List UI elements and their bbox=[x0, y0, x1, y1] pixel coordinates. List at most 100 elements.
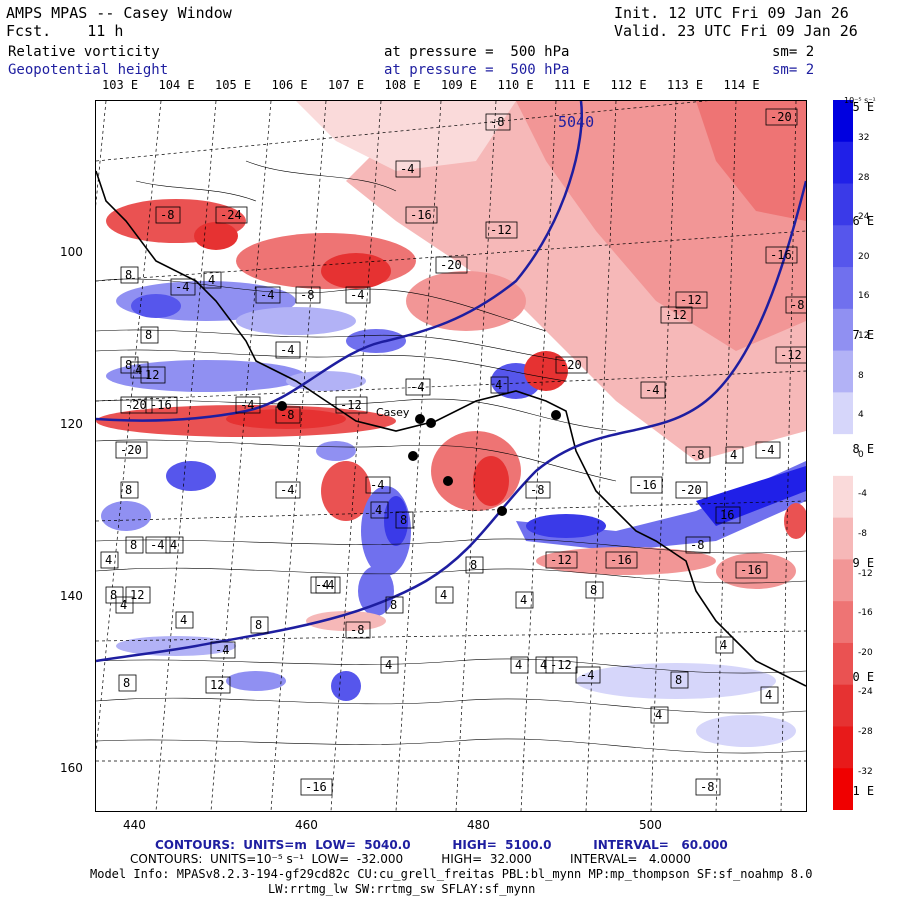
contour-label: -12 bbox=[545, 656, 578, 674]
svg-text:4: 4 bbox=[515, 658, 522, 672]
station-label-casey: Casey bbox=[376, 406, 410, 419]
contour-label: -4 bbox=[365, 476, 391, 494]
contour-label: 8 bbox=[465, 556, 484, 574]
longitude-label: 107 E bbox=[328, 78, 365, 92]
contour-label: 4 bbox=[100, 551, 119, 569]
svg-text:-12: -12 bbox=[550, 658, 572, 672]
contour-label: 4 bbox=[515, 591, 534, 609]
svg-text:-4: -4 bbox=[240, 398, 254, 412]
contour-label: 4 bbox=[510, 656, 529, 674]
footer-model-info: Model Info: MPASv8.2.3-194-gf29cd82c CU:… bbox=[90, 867, 813, 881]
contour-label: -4 bbox=[640, 381, 666, 399]
colorbar-swatch bbox=[833, 350, 853, 393]
contour-label: -20 bbox=[555, 356, 588, 374]
contour-label: 8 bbox=[105, 586, 124, 604]
station-markers bbox=[277, 401, 561, 516]
colorbar-tick: 4 bbox=[858, 410, 864, 421]
field2-level: at pressure = 500 hPa bbox=[384, 62, 570, 78]
colorbar-swatch bbox=[833, 392, 853, 435]
longitude-label: 114 E bbox=[723, 78, 760, 92]
height-contour-label: 5040 bbox=[558, 113, 594, 131]
svg-text:4: 4 bbox=[385, 658, 392, 672]
colorbar-swatch bbox=[833, 517, 853, 560]
svg-text:4: 4 bbox=[655, 708, 662, 722]
svg-text:-16: -16 bbox=[770, 248, 792, 262]
colorbar-swatch bbox=[833, 267, 853, 310]
svg-text:4: 4 bbox=[495, 378, 502, 392]
svg-text:-12: -12 bbox=[665, 308, 687, 322]
svg-text:-16: -16 bbox=[635, 478, 657, 492]
contour-label: 4 bbox=[203, 271, 222, 289]
vorticity-fills bbox=[96, 101, 806, 747]
x-axis-tick: 500 bbox=[639, 818, 662, 832]
svg-text:4: 4 bbox=[105, 553, 112, 567]
contour-label: -24 bbox=[215, 206, 248, 224]
svg-text:8: 8 bbox=[125, 358, 132, 372]
svg-text:-16: -16 bbox=[305, 780, 327, 794]
svg-text:12: 12 bbox=[210, 678, 224, 692]
contour-label: 4 bbox=[115, 596, 134, 614]
contour-label: -4 bbox=[345, 286, 371, 304]
contour-label: 8 bbox=[120, 356, 139, 374]
svg-text:4: 4 bbox=[520, 593, 527, 607]
colorbar-tick: 28 bbox=[858, 172, 870, 183]
svg-text:8: 8 bbox=[390, 598, 397, 612]
contour-label: -16 bbox=[405, 206, 438, 224]
svg-text:4: 4 bbox=[720, 638, 727, 652]
svg-text:4: 4 bbox=[375, 503, 382, 517]
x-axis-tick: 460 bbox=[295, 818, 318, 832]
contour-label: -12 bbox=[335, 396, 368, 414]
svg-text:-4: -4 bbox=[215, 643, 229, 657]
field1-smoothing: sm= 2 bbox=[772, 44, 815, 60]
contour-label: 8 bbox=[140, 326, 159, 344]
contour-label: 4 bbox=[760, 686, 779, 704]
svg-text:-4: -4 bbox=[280, 343, 294, 357]
svg-text:-8: -8 bbox=[530, 483, 544, 497]
contour-label: -4 bbox=[145, 536, 171, 554]
longitude-label: 110 E bbox=[497, 78, 534, 92]
field2-name: Geopotential height bbox=[8, 62, 169, 78]
svg-text:8: 8 bbox=[255, 618, 262, 632]
svg-text:16: 16 bbox=[720, 508, 734, 522]
svg-text:-4: -4 bbox=[760, 443, 774, 457]
contour-label: -8 bbox=[275, 406, 301, 424]
svg-text:-20: -20 bbox=[680, 483, 702, 497]
svg-text:4: 4 bbox=[135, 363, 142, 377]
svg-text:4: 4 bbox=[170, 538, 177, 552]
contour-label: 4 bbox=[370, 501, 389, 519]
field1-name: Relative vorticity bbox=[8, 44, 160, 60]
colorbar-swatch bbox=[833, 141, 853, 185]
svg-text:-12: -12 bbox=[680, 293, 702, 307]
colorbar-swatch bbox=[833, 642, 853, 686]
graticule-lines bbox=[96, 101, 806, 811]
color-bar bbox=[833, 100, 853, 810]
colorbar-tick: 32 bbox=[858, 133, 870, 143]
contour-label: -12 bbox=[545, 551, 578, 569]
contour-label: -12 bbox=[675, 291, 708, 309]
svg-text:-8: -8 bbox=[160, 208, 174, 222]
contour-label: -8 bbox=[695, 778, 721, 796]
longitude-label: 106 E bbox=[271, 78, 308, 92]
contour-label: 4 bbox=[725, 446, 744, 464]
y-axis-tick: 120 bbox=[60, 417, 83, 431]
y-axis-tick: 160 bbox=[60, 761, 83, 775]
svg-text:-20: -20 bbox=[440, 258, 462, 272]
svg-text:12: 12 bbox=[145, 368, 159, 382]
longitude-label: 113 E bbox=[667, 78, 704, 92]
svg-text:-4: -4 bbox=[150, 538, 164, 552]
vorticity-map: 5040 Casey -8 -20-4-8 -24 -16-12-20-168-4 4-… bbox=[95, 100, 807, 812]
footer-model-info-2: LW:rrtmg_lw SW:rrtmg_sw SFLAY:sf_mynn bbox=[268, 882, 536, 896]
contour-label: 8 bbox=[670, 671, 689, 689]
svg-text:-8: -8 bbox=[790, 298, 804, 312]
valid-time: Valid. 23 UTC Fri 09 Jan 26 bbox=[614, 22, 858, 40]
longitude-label: 109 E bbox=[441, 78, 478, 92]
y-axis-tick: 140 bbox=[60, 589, 83, 603]
svg-text:12: 12 bbox=[130, 588, 144, 602]
contour-label: 8 bbox=[120, 481, 139, 499]
contour-label: 8 bbox=[120, 266, 139, 284]
field1-level: at pressure = 500 hPa bbox=[384, 44, 570, 60]
contour-label: -16 bbox=[735, 561, 768, 579]
svg-text:-20: -20 bbox=[120, 443, 142, 457]
colorbar-swatch bbox=[833, 225, 853, 268]
contour-label: 4 bbox=[535, 656, 554, 674]
